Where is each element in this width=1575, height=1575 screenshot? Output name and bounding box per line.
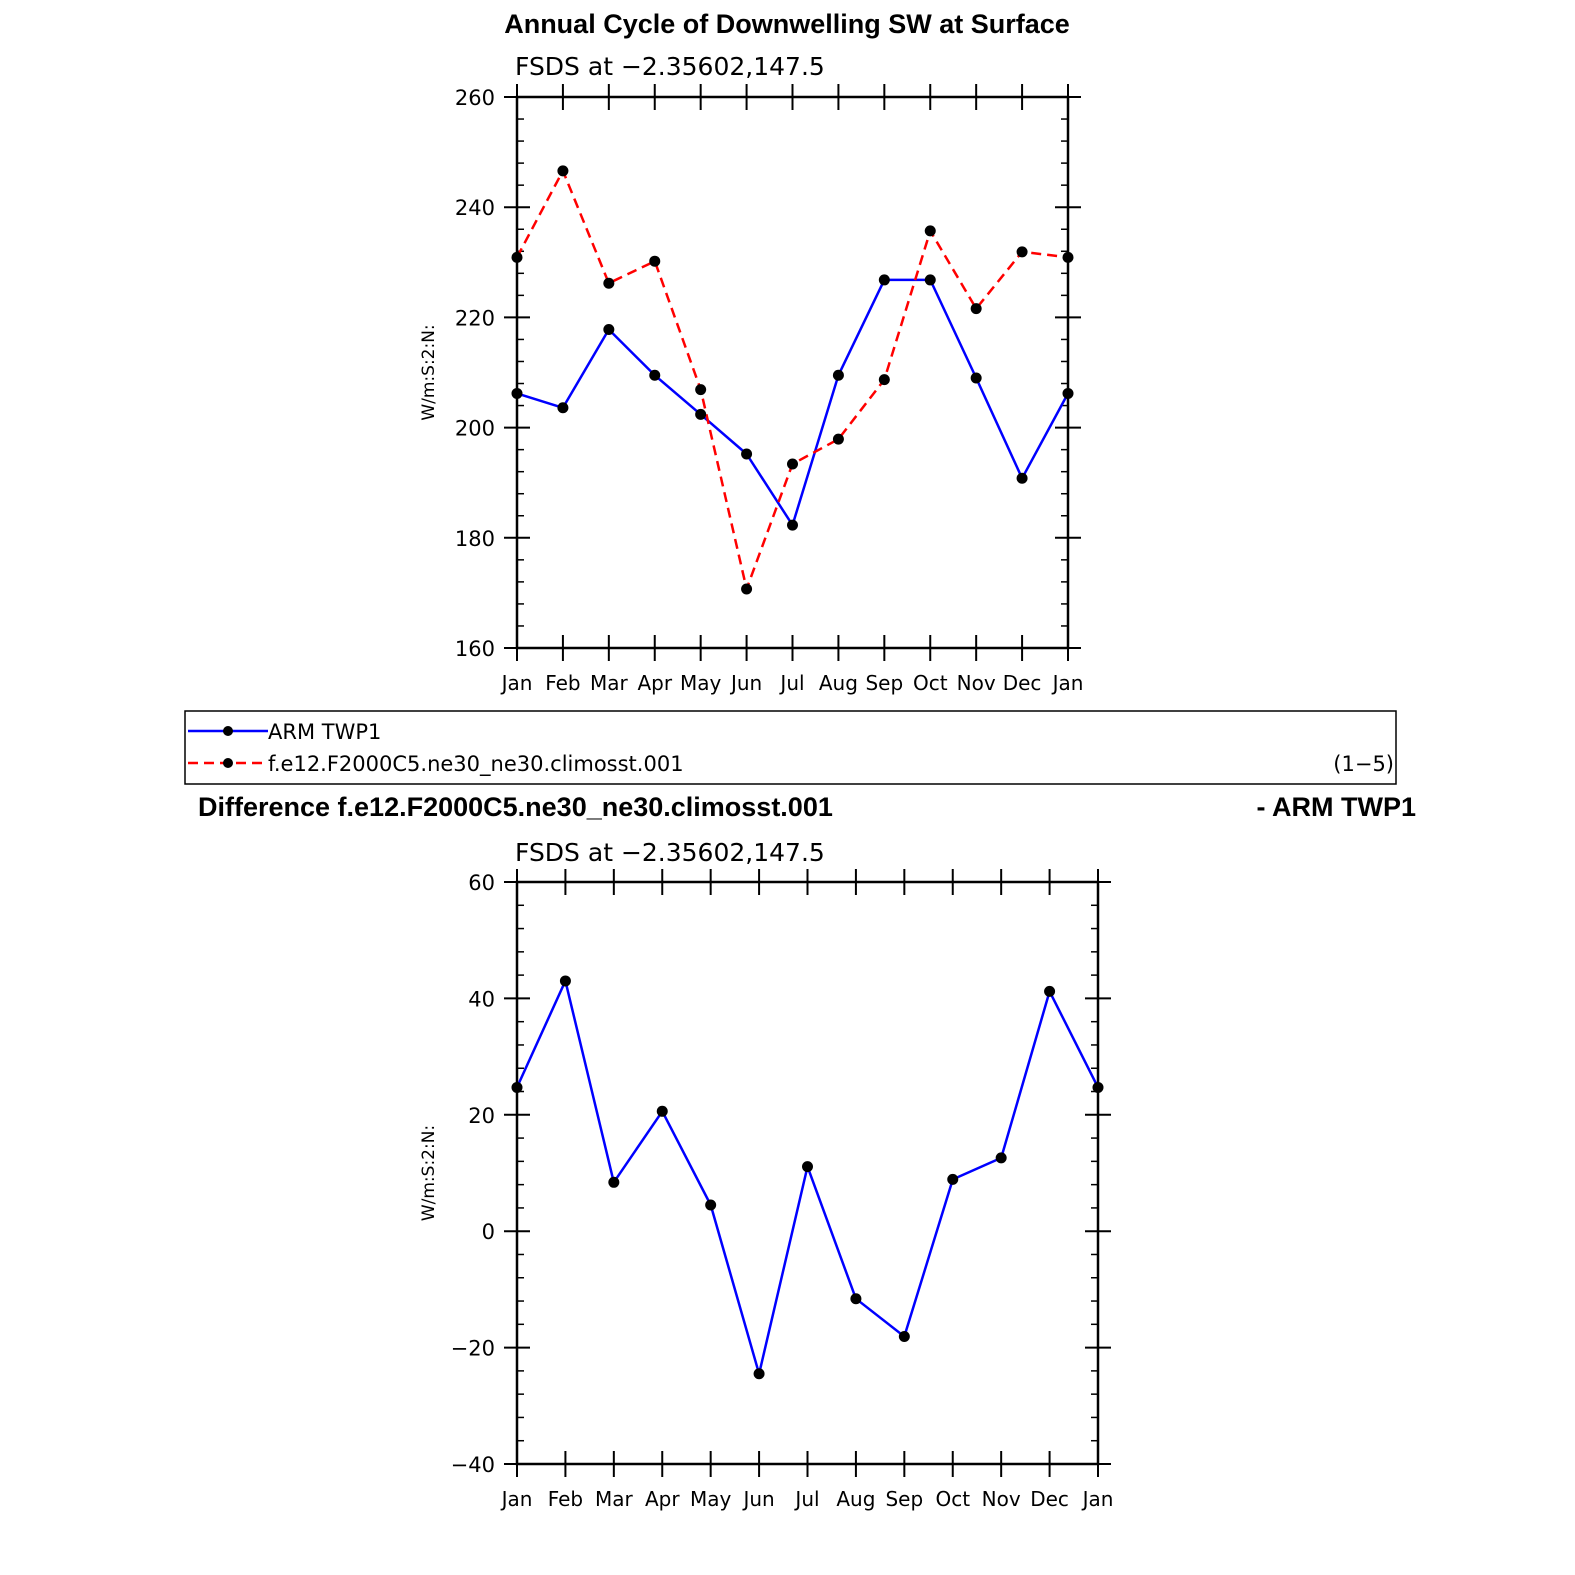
data-point-0-1 [1062, 251, 1074, 263]
legend-marker-arm [223, 726, 233, 736]
x-tick-label: Jan [1051, 671, 1084, 695]
data-point-0-0 [741, 448, 753, 460]
data-point-0-1 [970, 303, 982, 315]
x-tick-label: Jun [729, 671, 762, 695]
data-point-1-0 [802, 1161, 813, 1173]
data-point-1-0 [511, 1081, 523, 1093]
x-tick-label: Mar [590, 671, 629, 695]
data-point-0-1 [511, 251, 523, 263]
x-tick-label: Dec [1030, 1487, 1069, 1511]
legend: ARM TWP1 f.e12.F2000C5.ne30_ne30.climoss… [184, 710, 1397, 785]
data-point-0-0 [649, 369, 661, 381]
diff-subtitle: FSDS at −2.35602,147.5 [515, 838, 825, 867]
x-tick-label: Oct [913, 671, 948, 695]
data-point-1-0 [947, 1173, 959, 1185]
y-tick-label: 200 [455, 417, 495, 441]
bottom-plot: −40 −20 0 20 40 60 Jan Feb Mar Apr May Jun Jul Aug Sep… [419, 869, 1113, 1511]
data-point-0-0 [787, 519, 798, 531]
x-tick-label: Jul [778, 671, 804, 695]
data-point-1-0 [850, 1293, 862, 1305]
y-axis-label: W/m:S:2:N: [419, 324, 439, 420]
data-point-0-0 [970, 372, 982, 384]
legend-note: (1−5) [1333, 752, 1394, 776]
x-tick-label: Dec [1003, 671, 1042, 695]
x-tick-label: Apr [645, 1487, 680, 1511]
data-point-1-0 [753, 1368, 765, 1380]
x-tick-label: Feb [548, 1487, 583, 1511]
data-point-0-0 [1062, 387, 1074, 399]
y-tick-label: 260 [455, 86, 495, 110]
series-line-1-0 [515, 979, 1100, 1376]
diff-title: Difference f.e12.F2000C5.ne30_ne30.climo… [198, 792, 833, 822]
x-tick-label: Mar [595, 1487, 634, 1511]
data-point-0-1 [878, 374, 890, 386]
legend-box [184, 710, 1397, 785]
data-point-1-0 [1044, 985, 1056, 997]
chart-title: Annual Cycle of Downwelling SW at Surfac… [504, 9, 1070, 39]
x-tick-label: Nov [957, 671, 996, 695]
data-point-1-0 [656, 1105, 668, 1117]
x-tick-label: Jun [741, 1487, 774, 1511]
top-plot: 160 180 200 220 240 260 Jan Feb Mar Apr May Jun Jul A… [419, 84, 1083, 695]
data-point-1-0 [705, 1199, 717, 1211]
data-point-0-1 [649, 255, 661, 267]
y-tick-label: −20 [451, 1337, 495, 1361]
y-tick-label: 60 [468, 871, 495, 895]
y-tick-label: −40 [451, 1453, 495, 1477]
y-tick-label: 40 [468, 987, 495, 1011]
legend-label-arm: ARM TWP1 [268, 720, 381, 744]
x-tick-label: Oct [935, 1487, 970, 1511]
data-point-0-1 [741, 583, 753, 595]
x-tick-label: Aug [836, 1487, 875, 1511]
data-point-1-0 [608, 1176, 620, 1188]
x-tick-label: Jan [500, 1487, 533, 1511]
data-point-1-0 [559, 975, 571, 987]
y-tick-label: 160 [455, 637, 495, 661]
x-tick-label: Jan [500, 671, 533, 695]
data-point-0-1 [787, 458, 798, 470]
data-point-0-1 [695, 384, 707, 396]
x-tick-label: Sep [885, 1487, 923, 1511]
x-tick-label: Nov [982, 1487, 1021, 1511]
y-tick-label: 180 [455, 527, 495, 551]
legend-label-model: f.e12.F2000C5.ne30_ne30.climosst.001 [268, 752, 684, 777]
data-point-0-0 [511, 387, 523, 399]
data-point-0-1 [557, 165, 569, 177]
x-tick-label: May [680, 671, 722, 695]
diff-title-right: - ARM TWP1 [1257, 792, 1416, 822]
data-point-1-0 [1092, 1081, 1104, 1093]
x-tick-label: Sep [865, 671, 903, 695]
y-tick-label: 20 [468, 1104, 495, 1128]
data-point-1-0 [898, 1331, 910, 1343]
data-point-0-0 [832, 369, 844, 381]
data-point-0-0 [878, 274, 890, 286]
data-point-0-0 [1016, 472, 1028, 484]
data-point-0-1 [924, 225, 936, 237]
legend-marker-model [223, 758, 233, 768]
plot-frame [515, 880, 1100, 1466]
x-tick-label: Apr [637, 671, 672, 695]
y-tick-label: 0 [482, 1220, 495, 1244]
data-point-0-0 [603, 324, 615, 336]
x-tick-label: Feb [545, 671, 580, 695]
data-point-0-0 [924, 274, 936, 286]
series-line-0-0 [516, 278, 1070, 527]
data-point-0-0 [557, 402, 569, 414]
plot-frame [515, 95, 1070, 650]
y-tick-label: 220 [455, 306, 495, 330]
y-tick-label: 240 [455, 196, 495, 220]
data-point-0-1 [832, 433, 844, 445]
data-point-0-1 [603, 277, 615, 289]
chart-subtitle: FSDS at −2.35602,147.5 [515, 52, 825, 81]
y-axis-label: W/m:S:2:N: [419, 1125, 439, 1221]
data-point-0-1 [1016, 246, 1028, 258]
data-point-1-0 [995, 1152, 1007, 1164]
x-tick-label: Aug [819, 671, 858, 695]
x-tick-label: Jan [1081, 1487, 1114, 1511]
x-tick-label: May [690, 1487, 732, 1511]
data-point-0-0 [695, 408, 707, 420]
x-tick-label: Jul [793, 1487, 819, 1511]
